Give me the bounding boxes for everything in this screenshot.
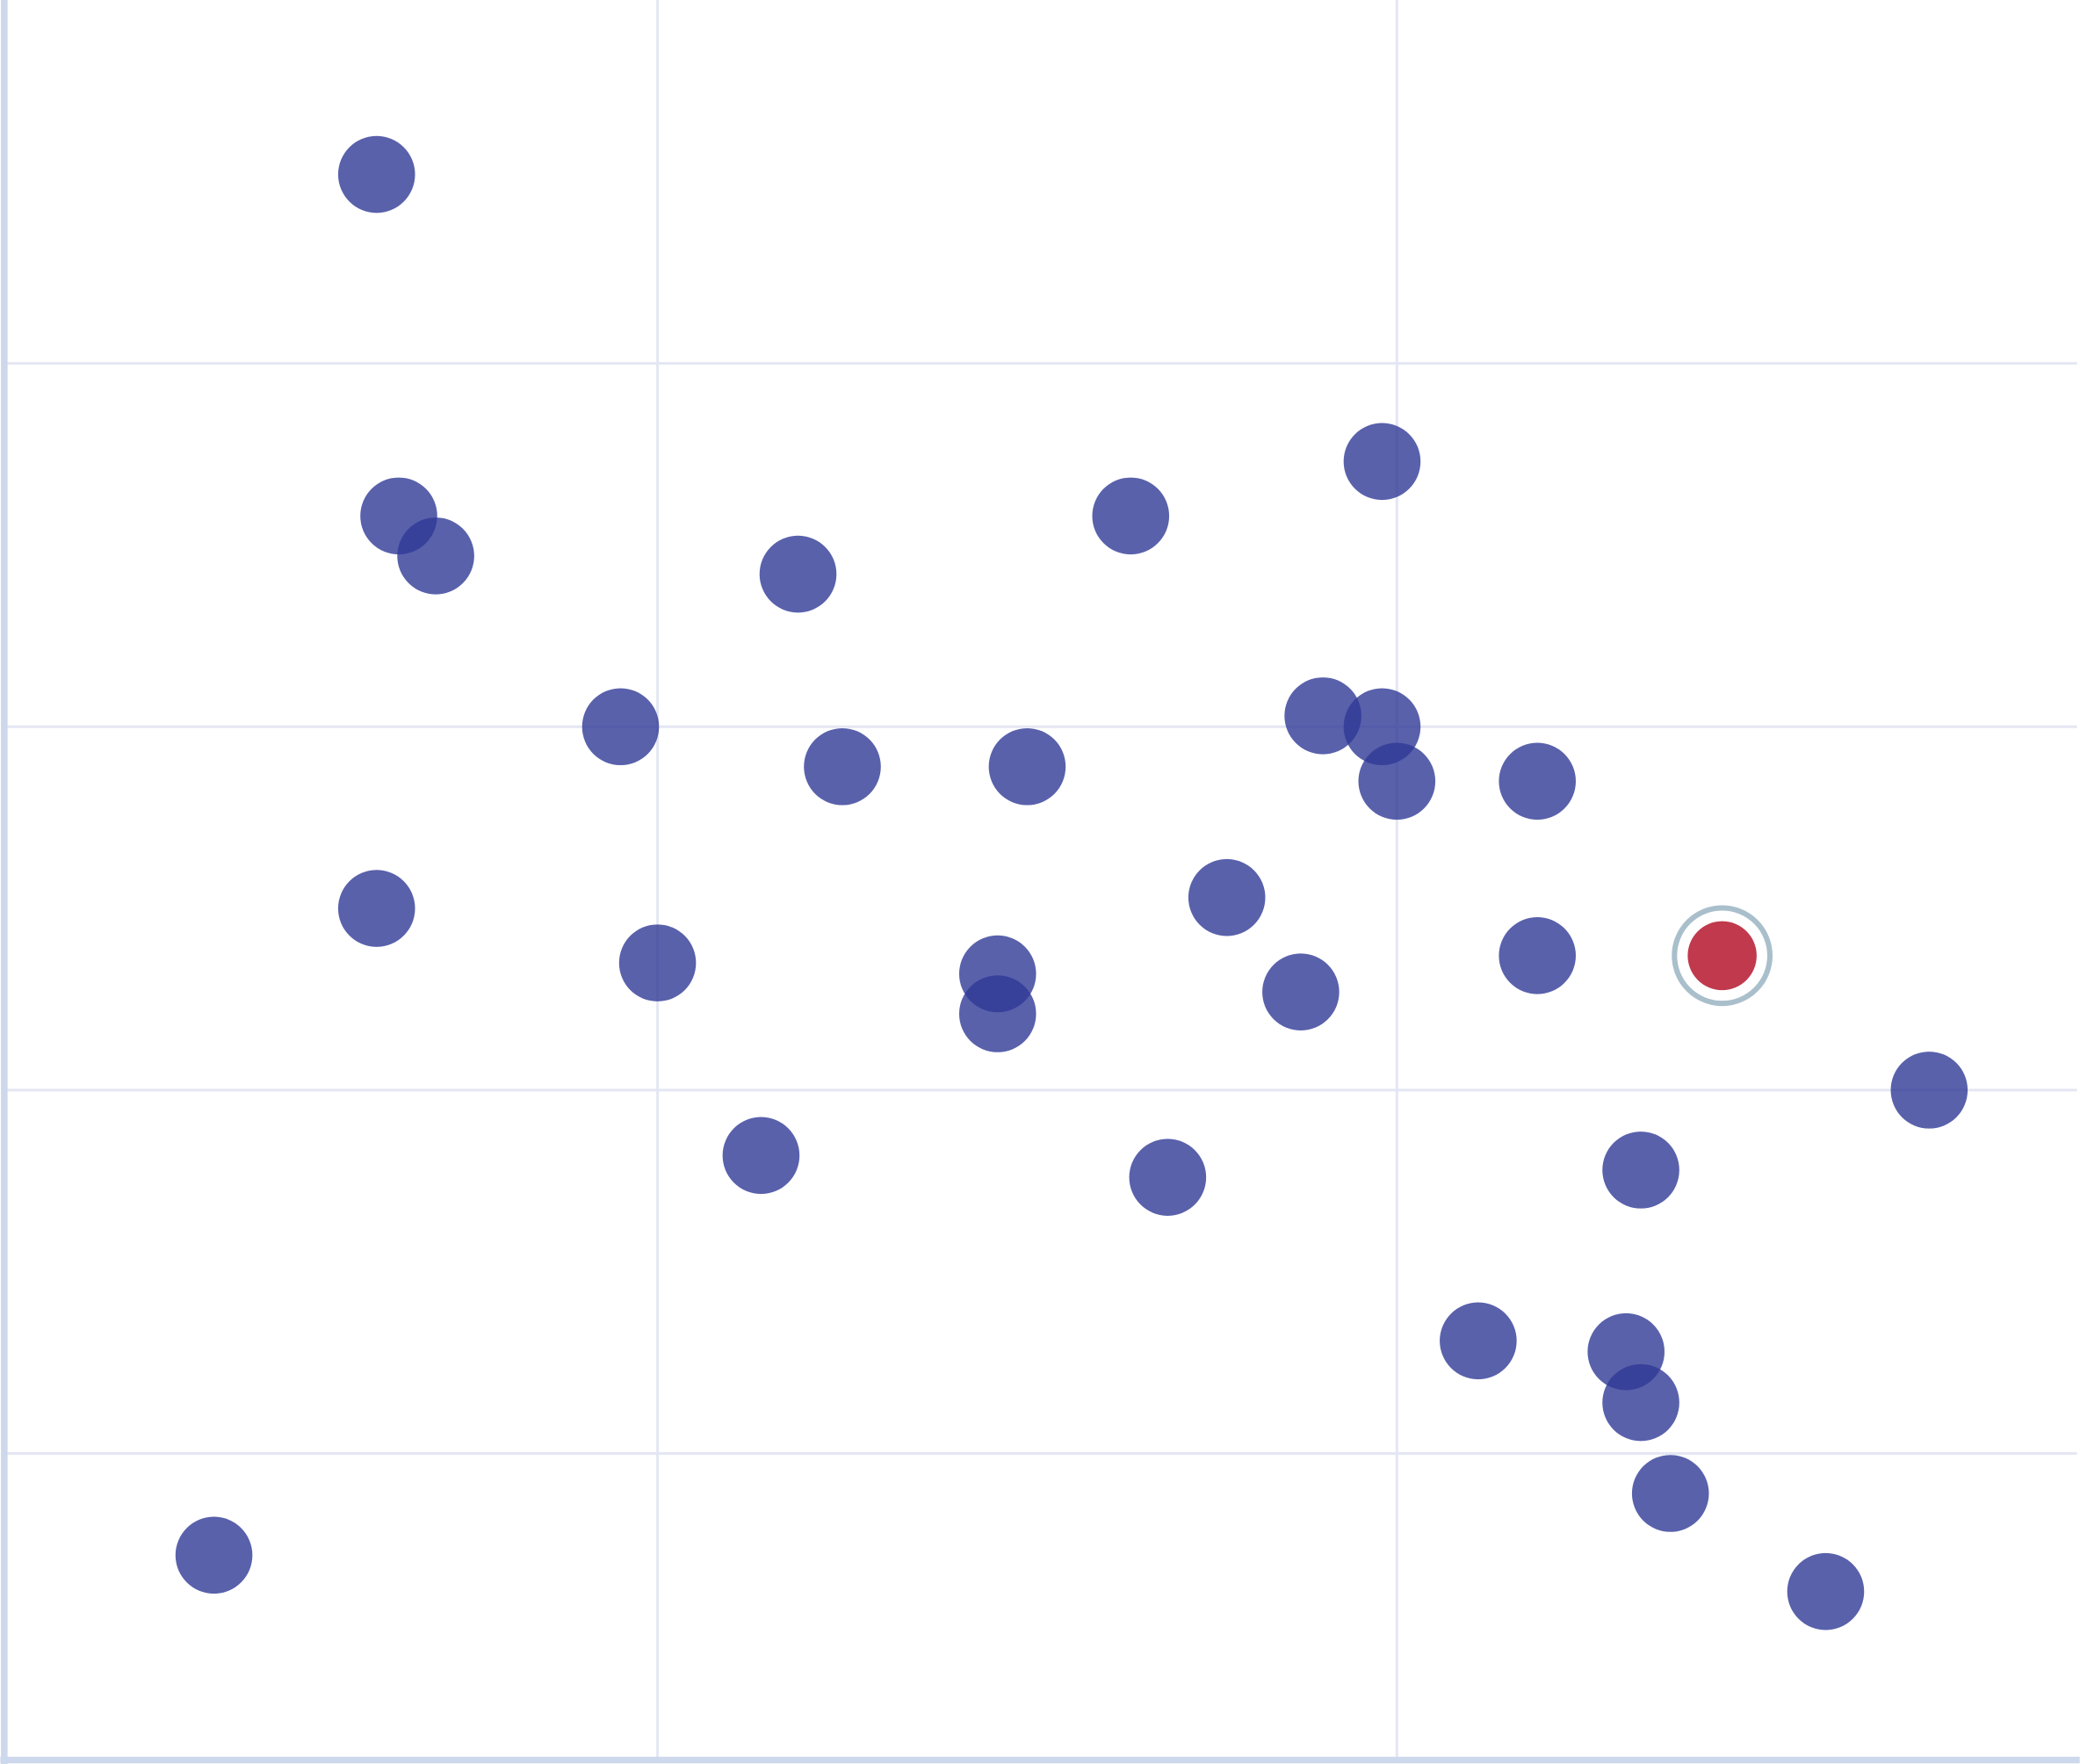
data-point <box>1358 742 1436 821</box>
data-point <box>1602 1363 1679 1442</box>
data-point <box>1343 423 1421 501</box>
data-point <box>581 688 660 766</box>
data-point <box>397 517 474 595</box>
data-point <box>337 870 415 947</box>
data-point <box>958 975 1036 1052</box>
grid <box>6 0 2077 1759</box>
data-point <box>1284 677 1361 755</box>
data-point <box>618 924 697 1001</box>
data-point <box>1499 742 1576 821</box>
data-point <box>1262 953 1340 1030</box>
data-point <box>337 135 415 213</box>
data-point <box>1129 1139 1207 1216</box>
data-point <box>1188 858 1266 936</box>
data-point <box>1602 1131 1679 1209</box>
data-point <box>1440 1302 1517 1380</box>
data-point <box>988 727 1066 806</box>
data-point <box>804 727 881 806</box>
data-point <box>175 1516 253 1594</box>
data-point <box>1092 477 1170 555</box>
data-point <box>1499 917 1576 994</box>
data-point <box>722 1117 800 1195</box>
data-point <box>759 535 837 613</box>
data-point <box>1890 1052 1968 1129</box>
data-point <box>1787 1552 1865 1630</box>
points <box>175 135 1968 1630</box>
highlighted-data-point <box>1687 921 1757 991</box>
data-point <box>1631 1455 1709 1532</box>
